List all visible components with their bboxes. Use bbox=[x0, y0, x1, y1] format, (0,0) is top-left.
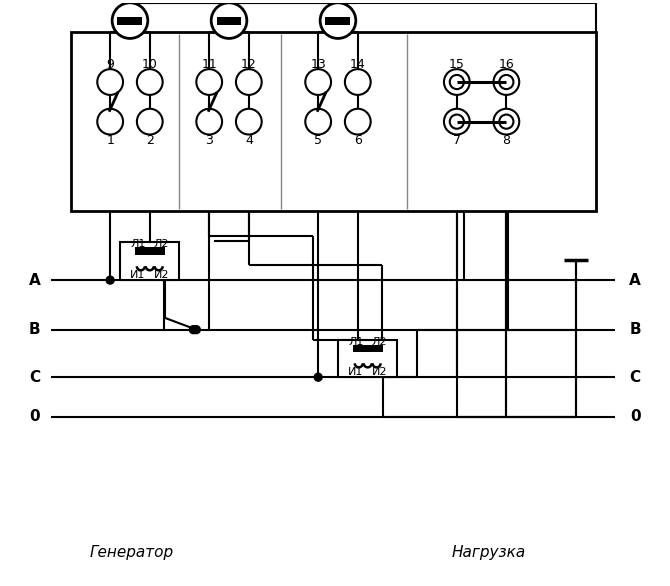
Circle shape bbox=[450, 114, 464, 129]
Text: 1: 1 bbox=[107, 134, 114, 147]
Text: Нагрузка: Нагрузка bbox=[452, 545, 526, 560]
Bar bbox=[117, 16, 143, 25]
Bar bbox=[135, 247, 165, 255]
Text: 10: 10 bbox=[142, 57, 157, 71]
Circle shape bbox=[106, 276, 114, 284]
Text: 8: 8 bbox=[502, 134, 511, 147]
Text: 0: 0 bbox=[630, 409, 641, 424]
Text: Генератор: Генератор bbox=[90, 545, 174, 560]
Circle shape bbox=[190, 326, 198, 333]
Text: 3: 3 bbox=[205, 134, 213, 147]
Circle shape bbox=[444, 69, 470, 95]
Text: В: В bbox=[29, 322, 41, 337]
Text: 0: 0 bbox=[29, 409, 40, 424]
Circle shape bbox=[211, 3, 247, 39]
Circle shape bbox=[236, 109, 262, 135]
Text: 16: 16 bbox=[498, 57, 515, 71]
Circle shape bbox=[444, 109, 470, 135]
Text: 9: 9 bbox=[107, 57, 114, 71]
Text: И1: И1 bbox=[130, 270, 145, 280]
Circle shape bbox=[320, 3, 356, 39]
Text: 2: 2 bbox=[146, 134, 153, 147]
Text: А: А bbox=[29, 272, 41, 288]
Text: 6: 6 bbox=[354, 134, 362, 147]
Circle shape bbox=[314, 373, 322, 381]
Text: 15: 15 bbox=[449, 57, 465, 71]
Circle shape bbox=[112, 3, 148, 39]
Text: Л1: Л1 bbox=[130, 240, 145, 250]
Circle shape bbox=[137, 109, 163, 135]
Circle shape bbox=[137, 69, 163, 95]
Circle shape bbox=[494, 109, 519, 135]
Circle shape bbox=[499, 114, 513, 129]
Circle shape bbox=[499, 75, 513, 89]
Text: И2: И2 bbox=[154, 270, 170, 280]
Text: И1: И1 bbox=[348, 367, 364, 377]
Text: 12: 12 bbox=[241, 57, 257, 71]
Bar bbox=[120, 243, 180, 280]
Text: 14: 14 bbox=[350, 57, 366, 71]
Circle shape bbox=[192, 326, 200, 333]
Circle shape bbox=[236, 69, 262, 95]
Bar bbox=[326, 16, 350, 25]
Circle shape bbox=[306, 69, 331, 95]
Circle shape bbox=[345, 109, 371, 135]
Text: 4: 4 bbox=[245, 134, 253, 147]
Circle shape bbox=[306, 109, 331, 135]
Text: С: С bbox=[630, 370, 641, 384]
Text: 13: 13 bbox=[310, 57, 326, 71]
Circle shape bbox=[196, 109, 222, 135]
Circle shape bbox=[345, 69, 371, 95]
Text: 11: 11 bbox=[201, 57, 217, 71]
Bar bbox=[70, 32, 596, 211]
Circle shape bbox=[97, 69, 123, 95]
Text: И2: И2 bbox=[372, 367, 387, 377]
Circle shape bbox=[450, 75, 464, 89]
Text: 5: 5 bbox=[314, 134, 322, 147]
Circle shape bbox=[97, 109, 123, 135]
Bar bbox=[216, 16, 241, 25]
Text: А: А bbox=[629, 272, 641, 288]
Circle shape bbox=[196, 69, 222, 95]
Text: Л2: Л2 bbox=[154, 240, 170, 250]
Bar bbox=[338, 339, 397, 377]
Circle shape bbox=[494, 69, 519, 95]
Bar bbox=[353, 345, 383, 352]
Text: 7: 7 bbox=[453, 134, 461, 147]
Text: Л2: Л2 bbox=[372, 336, 387, 346]
Text: С: С bbox=[29, 370, 40, 384]
Text: Л1: Л1 bbox=[348, 336, 364, 346]
Text: В: В bbox=[629, 322, 641, 337]
